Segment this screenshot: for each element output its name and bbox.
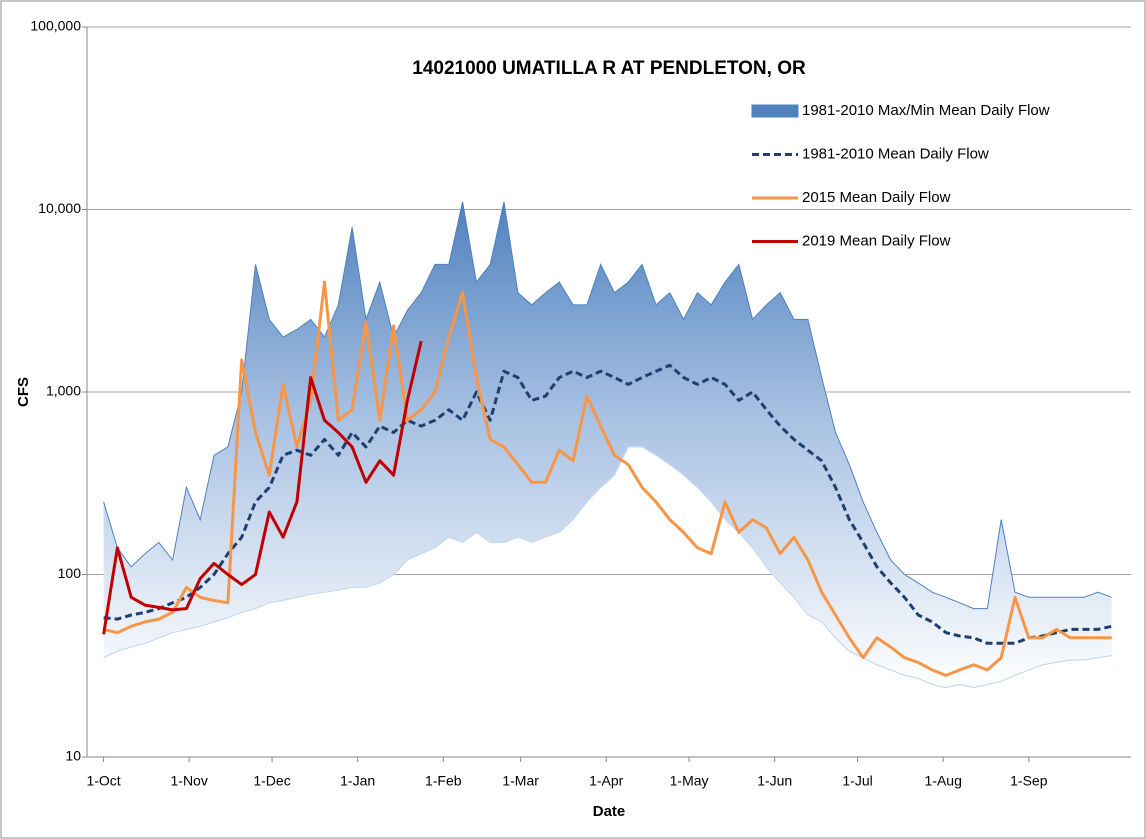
chart-title: 14021000 UMATILLA R AT PENDLETON, OR xyxy=(412,58,806,79)
y-tick-label: 10,000 xyxy=(38,200,81,216)
y-axis-label: CFS xyxy=(15,377,32,407)
band-min-line xyxy=(103,446,1112,689)
x-tick-label: 1-Dec xyxy=(253,773,290,789)
x-tick-label: 1-Sep xyxy=(1010,773,1048,789)
x-tick-label: 1-Oct xyxy=(86,773,120,789)
y-tick-label: 100,000 xyxy=(30,18,81,34)
x-tick-label: 1-Jul xyxy=(842,773,872,789)
band-max-line xyxy=(103,201,1112,610)
legend-label: 1981-2010 Max/Min Mean Daily Flow xyxy=(802,102,1050,119)
legend-label: 2019 Mean Daily Flow xyxy=(802,232,951,249)
x-axis-label: Date xyxy=(593,803,626,820)
legend-key xyxy=(751,104,799,118)
band-area xyxy=(103,201,1112,688)
x-tick-label: 1-Jun xyxy=(757,773,792,789)
axes: 10 100 1,000 10,000 100,000 1-Oct 1-Nov 1-Dec 1-… xyxy=(30,18,1131,789)
x-tick-label: 1-Apr xyxy=(589,773,624,789)
y-tick-label: 10 xyxy=(65,748,81,764)
x-tick-label: 1-Aug xyxy=(925,773,962,789)
series-line xyxy=(103,280,1112,677)
y-tick-label: 1,000 xyxy=(46,383,81,399)
x-tick-label: 1-Feb xyxy=(425,773,462,789)
y-tick-label: 100 xyxy=(58,565,82,581)
series-line xyxy=(103,363,1113,645)
series-line xyxy=(102,340,423,635)
x-tick-label: 1-Jan xyxy=(340,773,375,789)
legend-label: 1981-2010 Mean Daily Flow xyxy=(802,145,989,162)
legend: 1981-2010 Max/Min Mean Daily Flow 1981-20… xyxy=(751,102,1050,249)
x-tick-label: 1-May xyxy=(670,773,709,789)
plot-area xyxy=(102,201,1113,689)
legend-label: 2015 Mean Daily Flow xyxy=(802,189,951,206)
x-tick-label: 1-Mar xyxy=(502,773,539,789)
x-tick-label: 1-Nov xyxy=(171,773,208,789)
